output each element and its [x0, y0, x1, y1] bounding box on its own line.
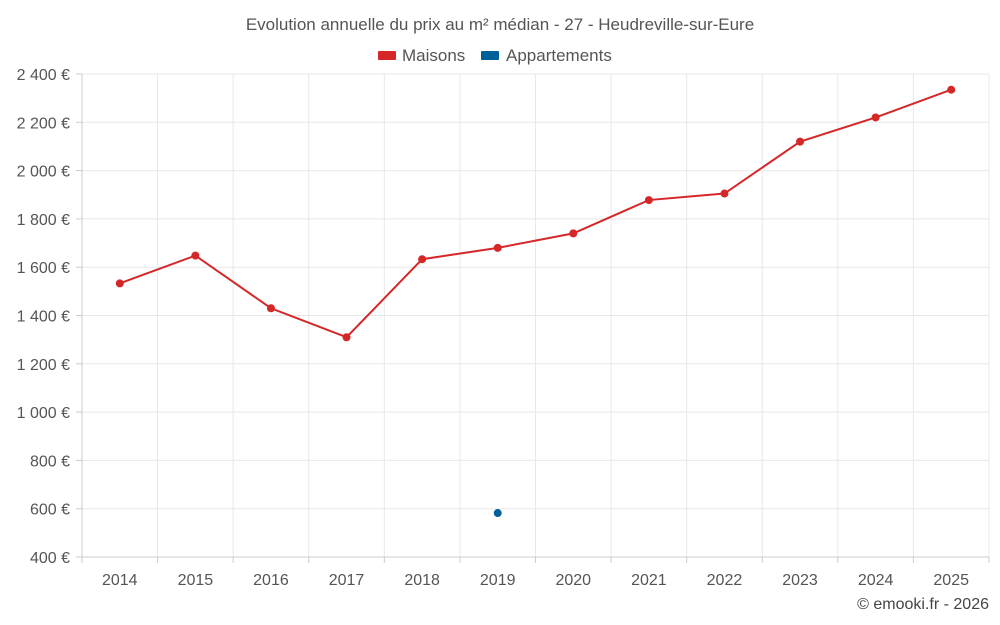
- series-maisons: Maisons 2014: 1533 € Maisons 2015: 1648 €…: [115, 85, 956, 342]
- x-tick-label: 2022: [707, 572, 743, 589]
- y-tick-label: 1 000 €: [17, 405, 70, 422]
- x-axis: 2014 2015 2016 2017 2018 2019 2020 2021 2022 2023…: [81, 556, 990, 589]
- y-tick-label: 1 600 €: [17, 260, 70, 277]
- x-tick-label: 2025: [933, 572, 969, 589]
- x-tick-label: 2015: [178, 572, 214, 589]
- data-point-maisons-2022[interactable]: Maisons 2022: 1905 €: [720, 189, 729, 198]
- y-tick-label: 1 200 €: [17, 357, 70, 374]
- x-tick-label: 2014: [102, 572, 138, 589]
- y-tick-label: 400 €: [30, 550, 70, 567]
- data-point-maisons-2021[interactable]: Maisons 2021: 1878 €: [644, 196, 653, 205]
- y-tick-label: 1 800 €: [17, 212, 70, 229]
- series-appartements: Appartements 2019: 582 €: [493, 509, 502, 518]
- y-tick-label: 2 400 €: [17, 67, 70, 84]
- data-point-maisons-2020[interactable]: Maisons 2020: 1740 €: [569, 229, 578, 238]
- legend[interactable]: Maisons Appartements: [378, 46, 612, 65]
- y-tick-label: 600 €: [30, 502, 70, 519]
- data-point-appartements-2019[interactable]: Appartements 2019: 582 €: [493, 509, 502, 518]
- credit-text: © emooki.fr - 2026: [857, 596, 989, 613]
- data-point-maisons-2014[interactable]: Maisons 2014: 1533 €: [115, 279, 124, 288]
- x-tick-label: 2023: [782, 572, 818, 589]
- legend-swatch-appartements: [481, 51, 499, 60]
- grid: [81, 73, 990, 558]
- chart-title: Evolution annuelle du prix au m² médian …: [246, 15, 754, 34]
- x-tick-label: 2017: [329, 572, 365, 589]
- data-point-maisons-2015[interactable]: Maisons 2015: 1648 €: [191, 251, 200, 260]
- legend-swatch-maisons: [378, 51, 396, 60]
- series-line-maisons: [119, 88, 952, 339]
- x-tick-label: 2019: [480, 572, 516, 589]
- x-tick-label: 2016: [253, 572, 289, 589]
- x-tick-label: 2018: [404, 572, 440, 589]
- y-axis: 400 € 600 € 800 € 1 000 € 1 200 € 1 400 € 1 60…: [17, 67, 83, 567]
- x-tick-label: 2020: [555, 572, 591, 589]
- data-point-maisons-2018[interactable]: Maisons 2018: 1633 €: [418, 255, 427, 264]
- y-tick-label: 2 200 €: [17, 115, 70, 132]
- x-tick-label: 2024: [858, 572, 894, 589]
- data-point-maisons-2025[interactable]: Maisons 2025: 2335 €: [947, 85, 956, 94]
- y-tick-label: 1 400 €: [17, 309, 70, 326]
- legend-label-appartements[interactable]: Appartements: [506, 46, 612, 65]
- data-point-maisons-2017[interactable]: Maisons 2017: 1310 €: [342, 333, 351, 342]
- legend-label-maisons[interactable]: Maisons: [402, 46, 465, 65]
- x-tick-label: 2021: [631, 572, 667, 589]
- y-tick-label: 800 €: [30, 453, 70, 470]
- series: Maisons 2014: 1533 € Maisons 2015: 1648 €…: [115, 85, 956, 518]
- data-point-maisons-2016[interactable]: Maisons 2016: 1430 €: [266, 304, 275, 313]
- data-point-maisons-2019[interactable]: Maisons 2019: 1680 €: [493, 243, 502, 252]
- y-tick-label: 2 000 €: [17, 164, 70, 181]
